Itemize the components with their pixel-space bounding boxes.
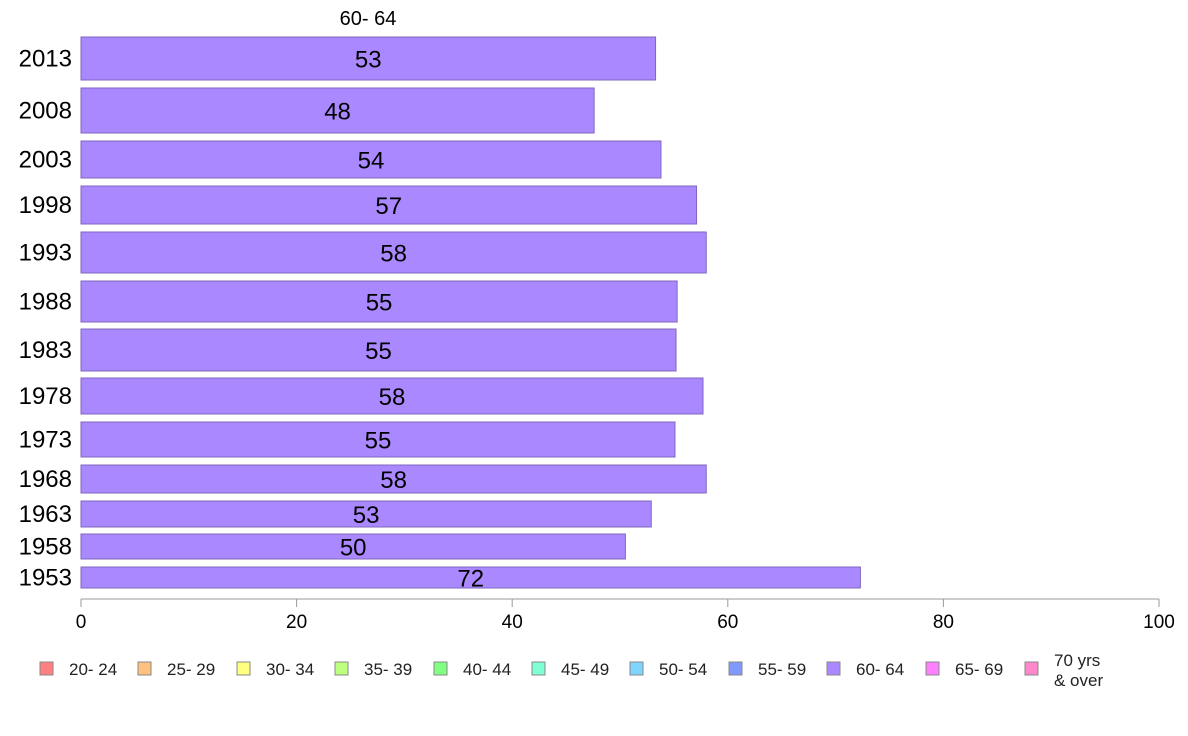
category-label-1988: 1988 [19, 289, 72, 316]
bar-value-label-2013: 53 [355, 47, 382, 74]
x-tick-label-80: 80 [933, 612, 954, 633]
legend-label-9: 65- 69 [955, 660, 1003, 679]
legend-label-5: 45- 49 [561, 660, 609, 679]
legend: 20- 24 25- 29 30- 34 35- 39 40- 44 45- 49 50- … [39, 651, 1103, 690]
x-tick-label-0: 0 [76, 612, 87, 633]
x-tick-label-100: 100 [1143, 612, 1175, 633]
category-label-1998: 1998 [19, 192, 72, 219]
bar-1958 [80, 533, 626, 560]
bar-value-label-1963: 53 [353, 502, 380, 529]
bar-1973 [80, 421, 676, 458]
legend-item-2: 30- 34 [236, 660, 314, 679]
category-label-1968: 1968 [19, 466, 72, 493]
legend-swatch-3 [334, 661, 349, 676]
legend-item-8: 60- 64 [826, 660, 904, 679]
legend-item-7: 55- 59 [728, 660, 806, 679]
legend-swatch-10 [1024, 661, 1039, 676]
bar-2013 [80, 36, 657, 81]
bar-1953 [80, 566, 861, 589]
legend-item-5: 45- 49 [531, 660, 609, 679]
bar-value-label-1968: 58 [380, 467, 407, 494]
bar-1963 [80, 500, 652, 528]
category-label-1973: 1973 [19, 427, 72, 454]
legend-swatch-7 [728, 661, 743, 676]
category-label-1953: 1953 [19, 565, 72, 592]
legend-swatch-4 [433, 661, 448, 676]
x-tick-label-60: 60 [717, 612, 738, 633]
legend-swatch-6 [629, 661, 644, 676]
bar-1993 [80, 231, 707, 274]
bar-value-label-1988: 55 [366, 290, 393, 317]
bar-value-label-1958: 50 [340, 535, 367, 562]
legend-label-10: 70 yrs & over [1054, 651, 1103, 690]
legend-item-0: 20- 24 [39, 660, 117, 679]
x-tick-label-40: 40 [502, 612, 523, 633]
legend-label-6: 50- 54 [659, 660, 707, 679]
category-label-2003: 2003 [19, 147, 72, 174]
category-label-2013: 2013 [19, 46, 72, 73]
category-label-1978: 1978 [19, 383, 72, 410]
bar-1983 [80, 328, 677, 372]
legend-swatch-9 [925, 661, 940, 676]
category-label-1983: 1983 [19, 337, 72, 364]
legend-item-3: 35- 39 [334, 660, 412, 679]
bar-value-label-1978: 58 [379, 384, 406, 411]
legend-label-8: 60- 64 [856, 660, 904, 679]
category-label-1958: 1958 [19, 534, 72, 561]
legend-label-2: 30- 34 [266, 660, 314, 679]
bar-value-label-1953: 72 [457, 566, 484, 593]
legend-swatch-2 [236, 661, 251, 676]
series-title: 60- 64 [340, 8, 397, 30]
category-label-1993: 1993 [19, 240, 72, 267]
bar-value-label-2008: 48 [324, 99, 351, 126]
legend-label-7: 55- 59 [758, 660, 806, 679]
legend-item-4: 40- 44 [433, 660, 511, 679]
bar-2008 [80, 87, 595, 134]
category-label-2008: 2008 [19, 98, 72, 125]
bar-value-label-1983: 55 [365, 338, 392, 365]
category-label-1963: 1963 [19, 501, 72, 528]
legend-label-4: 40- 44 [463, 660, 511, 679]
legend-swatch-1 [137, 661, 152, 676]
bar-1998 [80, 185, 698, 225]
x-tick-label-20: 20 [286, 612, 307, 633]
legend-label-1: 25- 29 [167, 660, 215, 679]
bar-value-label-1973: 55 [365, 428, 392, 455]
legend-swatch-5 [531, 661, 546, 676]
bar-value-label-1998: 57 [375, 193, 402, 220]
x-axis: 0 20 40 60 80 100 [76, 598, 1175, 633]
bar-1988 [80, 280, 678, 323]
legend-item-1: 25- 29 [137, 660, 215, 679]
bar-1978 [80, 377, 704, 415]
legend-swatch-8 [826, 661, 841, 676]
bars: 2013 53 2008 48 2003 54 1998 57 1993 58 1988 55 1983… [19, 36, 861, 593]
legend-swatch-0 [39, 661, 54, 676]
bar-2003 [80, 140, 662, 179]
legend-item-10: 70 yrs & over [1024, 651, 1103, 690]
legend-label-0: 20- 24 [69, 660, 117, 679]
bar-value-label-2003: 54 [358, 148, 385, 175]
legend-item-6: 50- 54 [629, 660, 707, 679]
legend-label-3: 35- 39 [364, 660, 412, 679]
bar-value-label-1993: 58 [380, 241, 407, 268]
legend-item-9: 65- 69 [925, 660, 1003, 679]
bar-1968 [80, 464, 707, 494]
